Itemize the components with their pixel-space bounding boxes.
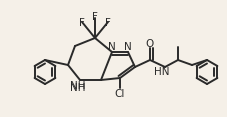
Text: O: O xyxy=(146,39,154,49)
Text: F: F xyxy=(79,18,85,28)
Text: NH: NH xyxy=(70,83,86,93)
Text: N: N xyxy=(108,42,116,52)
Text: HN: HN xyxy=(154,67,170,77)
Text: NH: NH xyxy=(70,81,86,91)
Text: Cl: Cl xyxy=(115,89,125,99)
Text: F: F xyxy=(105,18,111,28)
Text: F: F xyxy=(92,12,98,22)
Text: N: N xyxy=(124,42,132,52)
